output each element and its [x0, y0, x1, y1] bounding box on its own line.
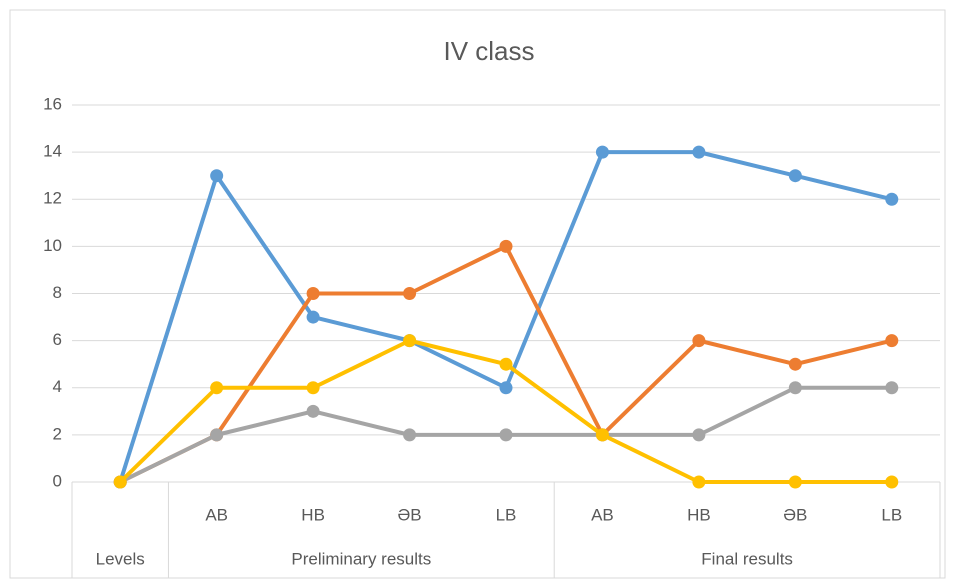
y-tick-label: 6 [53, 330, 62, 349]
y-tick-label: 10 [43, 236, 62, 255]
point [306, 287, 320, 300]
x-tick-label: LB [496, 505, 517, 524]
point [885, 192, 899, 206]
x-group-label: Preliminary results [291, 549, 431, 568]
point [499, 239, 513, 253]
point [499, 428, 513, 442]
point [499, 357, 513, 371]
y-tick-label: 14 [43, 142, 62, 161]
x-tick-label: ƏB [783, 505, 807, 524]
chart-title: IV class [443, 36, 534, 66]
point [788, 475, 802, 489]
point [692, 475, 706, 489]
x-group-label: Final results [701, 549, 793, 568]
x-tick-label: AB [205, 505, 228, 524]
point [788, 381, 802, 395]
point [306, 381, 320, 395]
y-tick-label: 8 [53, 283, 62, 302]
point [885, 334, 899, 348]
y-tick-label: 0 [53, 471, 62, 490]
point [403, 287, 417, 300]
x-tick-label: AB [591, 505, 614, 524]
y-tick-label: 16 [43, 94, 62, 113]
point [403, 428, 417, 442]
point [306, 310, 320, 324]
x-tick-label: HB [687, 505, 711, 524]
x-tick-label: LB [881, 505, 902, 524]
point [595, 428, 609, 442]
point [692, 428, 706, 442]
point [692, 334, 706, 348]
y-tick-label: 4 [53, 377, 62, 396]
point [788, 357, 802, 371]
x-group-label: Levels [96, 549, 145, 568]
y-tick-label: 12 [43, 189, 62, 208]
point [499, 381, 513, 395]
point [692, 145, 706, 159]
point [788, 169, 802, 183]
y-tick-label: 2 [53, 424, 62, 443]
point [113, 475, 127, 489]
point [210, 428, 224, 442]
point [595, 145, 609, 159]
x-tick-label: ƏB [397, 505, 421, 524]
x-tick-label: HB [301, 505, 325, 524]
point [210, 381, 224, 395]
point [403, 334, 417, 348]
point [306, 404, 320, 418]
point [210, 169, 224, 183]
point [885, 475, 899, 489]
point [885, 381, 899, 395]
